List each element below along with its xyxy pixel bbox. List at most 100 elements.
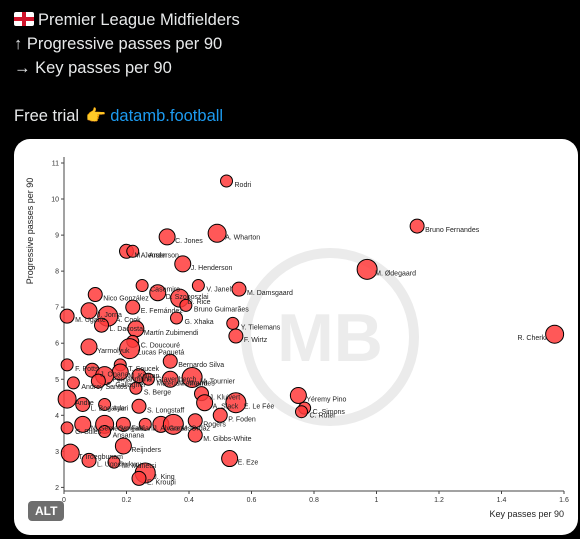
data-point-label: L. Dacosta <box>110 326 144 333</box>
data-point <box>181 366 203 388</box>
data-point-label: M. Kilman <box>128 373 159 380</box>
chart-card[interactable]: MB 0 0.2 0.4 0.6 0.8 1 1.2 1.4 1.6 2 3 4 5 6 7 8 9 10 11 Ke… <box>14 139 578 535</box>
data-point-label: A. Slack <box>213 404 239 411</box>
data-point-label: M. Munetsi <box>122 463 157 470</box>
y-axis-title: Progressive passes per 90 <box>25 178 35 285</box>
data-point-label: Yéremy Pino <box>306 396 346 403</box>
data-point-label: M. Ordaz <box>181 425 210 432</box>
chart-points <box>57 174 565 486</box>
data-point <box>161 370 179 388</box>
scatter-chart: MB 0 0.2 0.4 0.6 0.8 1 1.2 1.4 1.6 2 3 4 5 6 7 8 9 10 11 Ke… <box>25 157 569 519</box>
data-point-label: Casemiro <box>150 287 180 294</box>
data-point <box>228 328 244 344</box>
data-point <box>138 417 152 431</box>
alt-badge[interactable]: ALT <box>28 501 65 521</box>
y-tick-label: 8 <box>55 269 59 276</box>
data-point <box>356 258 378 280</box>
post-spacer <box>14 80 240 104</box>
data-point-label: J. Kluivert <box>210 395 241 402</box>
data-point-label: M. Mount <box>178 380 207 387</box>
y-tick-label: 7 <box>55 305 59 312</box>
data-point-label: A. Anderson <box>141 252 179 259</box>
data-point-label: F. Wirtz <box>244 337 268 344</box>
y-tick-label: 3 <box>55 449 59 456</box>
data-point <box>220 174 233 188</box>
data-point-label: R. Cherki <box>517 335 547 342</box>
data-point-label: A. Cook <box>116 317 141 324</box>
data-point-label: V. Janelt <box>206 287 233 294</box>
data-point-label: M. Jensen <box>135 252 167 259</box>
post-line-y-metric: ↑ Progressive passes per 90 <box>14 35 223 53</box>
data-point-label: M. Gibbs-White <box>203 436 251 443</box>
data-point-label: J. King <box>153 474 175 481</box>
data-point <box>212 407 228 423</box>
data-point <box>196 394 214 412</box>
x-tick-label: 1 <box>375 497 379 504</box>
x-tick-label: 0.8 <box>309 497 319 504</box>
data-point-label: C. Ruter <box>310 413 337 420</box>
watermark-ring <box>241 248 419 426</box>
x-tick-label: 1.4 <box>497 497 507 504</box>
data-point <box>81 452 97 468</box>
data-point-label: M. Damsgaard <box>247 290 293 297</box>
chart-axes: 0 0.2 0.4 0.6 0.8 1 1.2 1.4 1.6 2 3 4 5 6 7 8 9 10 11 Key p… <box>25 157 569 519</box>
watermark-text: MB <box>277 300 383 376</box>
data-point <box>141 372 155 386</box>
data-point <box>135 279 149 293</box>
data-point-label: Bruno Fernandes <box>425 227 480 234</box>
data-point <box>295 405 308 419</box>
post-title-text: Premier League Midfielders <box>38 11 240 29</box>
pointing-hand-icon: 👉 <box>85 107 107 125</box>
data-point-label: Bruno Guimarães <box>194 306 249 313</box>
data-point-label: T. Soucek <box>128 366 159 373</box>
data-point <box>74 415 92 433</box>
data-point <box>66 376 80 390</box>
data-point-label: N. Semenyo <box>91 425 130 432</box>
data-point-label: Martín Zubimendi <box>144 330 199 337</box>
data-point <box>162 413 184 435</box>
data-point-label: S. Berge <box>144 389 171 396</box>
y-tick-label: 6 <box>55 341 59 348</box>
data-point-label: Lucas Paquetá <box>138 350 185 357</box>
x-tick-label: 1.6 <box>559 497 569 504</box>
data-point <box>149 284 167 302</box>
data-point <box>98 425 112 439</box>
y-tick-label: 4 <box>55 413 59 420</box>
datamb-link[interactable]: datamb.football <box>110 107 224 125</box>
data-point <box>170 311 183 325</box>
data-point-label: C. Stiles <box>75 429 102 436</box>
data-point-label: M. Ødegaard <box>375 270 416 277</box>
data-point <box>187 427 203 443</box>
data-point <box>60 443 80 463</box>
data-point <box>60 358 74 372</box>
data-point-label: L. Bogarde <box>91 405 125 412</box>
data-point <box>174 255 192 273</box>
data-point-label: E. Kroupi <box>147 479 176 486</box>
data-point <box>75 396 91 412</box>
data-point-label: S. Longstaff <box>147 407 184 414</box>
y-tick-label: 9 <box>55 233 59 240</box>
data-point-label: F. Potts <box>75 366 99 373</box>
x-tick-label: 0 <box>62 497 66 504</box>
data-point-label: J. Alvarez <box>153 425 184 432</box>
data-point-label: D. Rice <box>188 299 211 306</box>
data-point <box>231 281 247 297</box>
y-tick-label: 10 <box>51 197 59 204</box>
data-point <box>107 455 121 469</box>
data-point <box>90 373 106 389</box>
data-point-label: M. Ugarte <box>75 317 106 324</box>
data-point-label: C. Simons <box>313 409 346 416</box>
data-point <box>114 437 132 455</box>
data-point-label: Gomes <box>169 425 192 432</box>
data-point-label: Ansanana <box>113 433 145 440</box>
data-point-label: I. Sangaré <box>113 425 145 432</box>
data-point-label: R. Gravenberch <box>147 377 197 384</box>
data-point-label: E. Eze <box>238 460 259 467</box>
data-point-label: Rogers <box>203 422 226 429</box>
data-point-label: Rodri <box>235 182 252 189</box>
data-point <box>225 392 247 414</box>
data-point-label: P. Foden <box>228 416 256 423</box>
data-point-label: C. Gallagher <box>106 382 146 389</box>
post-line-x-metric: → Key passes per 90 <box>14 59 172 77</box>
data-point <box>221 450 239 468</box>
